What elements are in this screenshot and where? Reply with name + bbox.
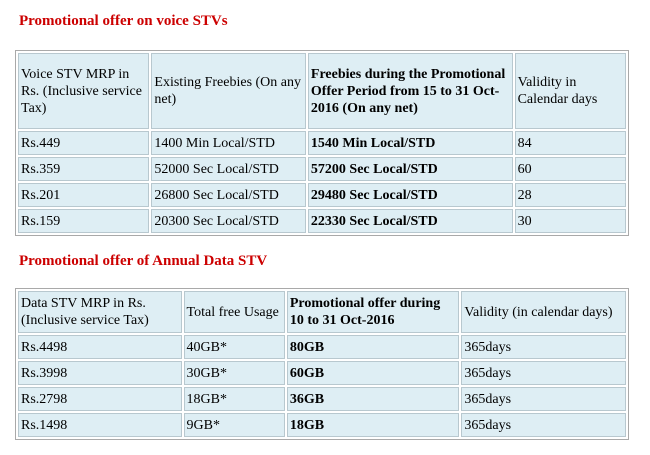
validity-cell: 60 bbox=[514, 157, 626, 181]
voice-stv-table: Voice STV MRP in Rs. (Inclusive service … bbox=[15, 50, 629, 236]
validity-cell: 30 bbox=[514, 209, 626, 233]
header-validity: Validity (in calendar days) bbox=[461, 291, 626, 333]
existing-cell: 52000 Sec Local/STD bbox=[151, 157, 306, 181]
voice-offer-heading: Promotional offer on voice STVs bbox=[19, 13, 228, 29]
data-offer-heading: Promotional offer of Annual Data STV bbox=[19, 253, 268, 269]
table-row: Rs.4498 40GB* 80GB 365days bbox=[18, 335, 626, 359]
existing-cell: 26800 Sec Local/STD bbox=[151, 183, 306, 207]
mrp-cell: Rs.1498 bbox=[18, 413, 182, 437]
table-row: Rs.159 20300 Sec Local/STD 22330 Sec Loc… bbox=[18, 209, 626, 233]
usage-cell: 40GB* bbox=[183, 335, 285, 359]
promo-cell: 29480 Sec Local/STD bbox=[307, 183, 513, 207]
table-header-row: Voice STV MRP in Rs. (Inclusive service … bbox=[18, 53, 626, 129]
promo-cell: 22330 Sec Local/STD bbox=[307, 209, 513, 233]
mrp-cell: Rs.359 bbox=[18, 157, 150, 181]
table-header-row: Data STV MRP in Rs. (Inclusive service T… bbox=[18, 291, 626, 333]
table-row: Rs.1498 9GB* 18GB 365days bbox=[18, 413, 626, 437]
mrp-cell: Rs.201 bbox=[18, 183, 150, 207]
promo-cell: 1540 Min Local/STD bbox=[307, 131, 513, 155]
promo-cell: 36GB bbox=[286, 387, 460, 411]
validity-cell: 365days bbox=[461, 387, 626, 411]
usage-cell: 18GB* bbox=[183, 387, 285, 411]
header-existing-freebies: Existing Freebies (On any net) bbox=[151, 53, 306, 129]
table-row: Rs.201 26800 Sec Local/STD 29480 Sec Loc… bbox=[18, 183, 626, 207]
promo-cell: 60GB bbox=[286, 361, 460, 385]
mrp-cell: Rs.3998 bbox=[18, 361, 182, 385]
usage-cell: 9GB* bbox=[183, 413, 285, 437]
header-promo-offer: Promotional offer during 10 to 31 Oct-20… bbox=[286, 291, 460, 333]
data-stv-table: Data STV MRP in Rs. (Inclusive service T… bbox=[15, 288, 629, 440]
existing-cell: 20300 Sec Local/STD bbox=[151, 209, 306, 233]
validity-cell: 84 bbox=[514, 131, 626, 155]
mrp-cell: Rs.2798 bbox=[18, 387, 182, 411]
validity-cell: 28 bbox=[514, 183, 626, 207]
table-row: Rs.3998 30GB* 60GB 365days bbox=[18, 361, 626, 385]
validity-cell: 365days bbox=[461, 361, 626, 385]
header-usage: Total free Usage bbox=[183, 291, 285, 333]
header-promo-freebies: Freebies during the Promotional Offer Pe… bbox=[307, 53, 513, 129]
promo-cell: 57200 Sec Local/STD bbox=[307, 157, 513, 181]
validity-cell: 365days bbox=[461, 413, 626, 437]
promo-cell: 80GB bbox=[286, 335, 460, 359]
table-row: Rs.359 52000 Sec Local/STD 57200 Sec Loc… bbox=[18, 157, 626, 181]
mrp-cell: Rs.449 bbox=[18, 131, 150, 155]
table-row: Rs.2798 18GB* 36GB 365days bbox=[18, 387, 626, 411]
usage-cell: 30GB* bbox=[183, 361, 285, 385]
promo-cell: 18GB bbox=[286, 413, 460, 437]
header-validity: Validity in Calendar days bbox=[514, 53, 626, 129]
mrp-cell: Rs.4498 bbox=[18, 335, 182, 359]
header-mrp: Voice STV MRP in Rs. (Inclusive service … bbox=[18, 53, 150, 129]
existing-cell: 1400 Min Local/STD bbox=[151, 131, 306, 155]
table-row: Rs.449 1400 Min Local/STD 1540 Min Local… bbox=[18, 131, 626, 155]
mrp-cell: Rs.159 bbox=[18, 209, 150, 233]
validity-cell: 365days bbox=[461, 335, 626, 359]
header-mrp: Data STV MRP in Rs. (Inclusive service T… bbox=[18, 291, 182, 333]
